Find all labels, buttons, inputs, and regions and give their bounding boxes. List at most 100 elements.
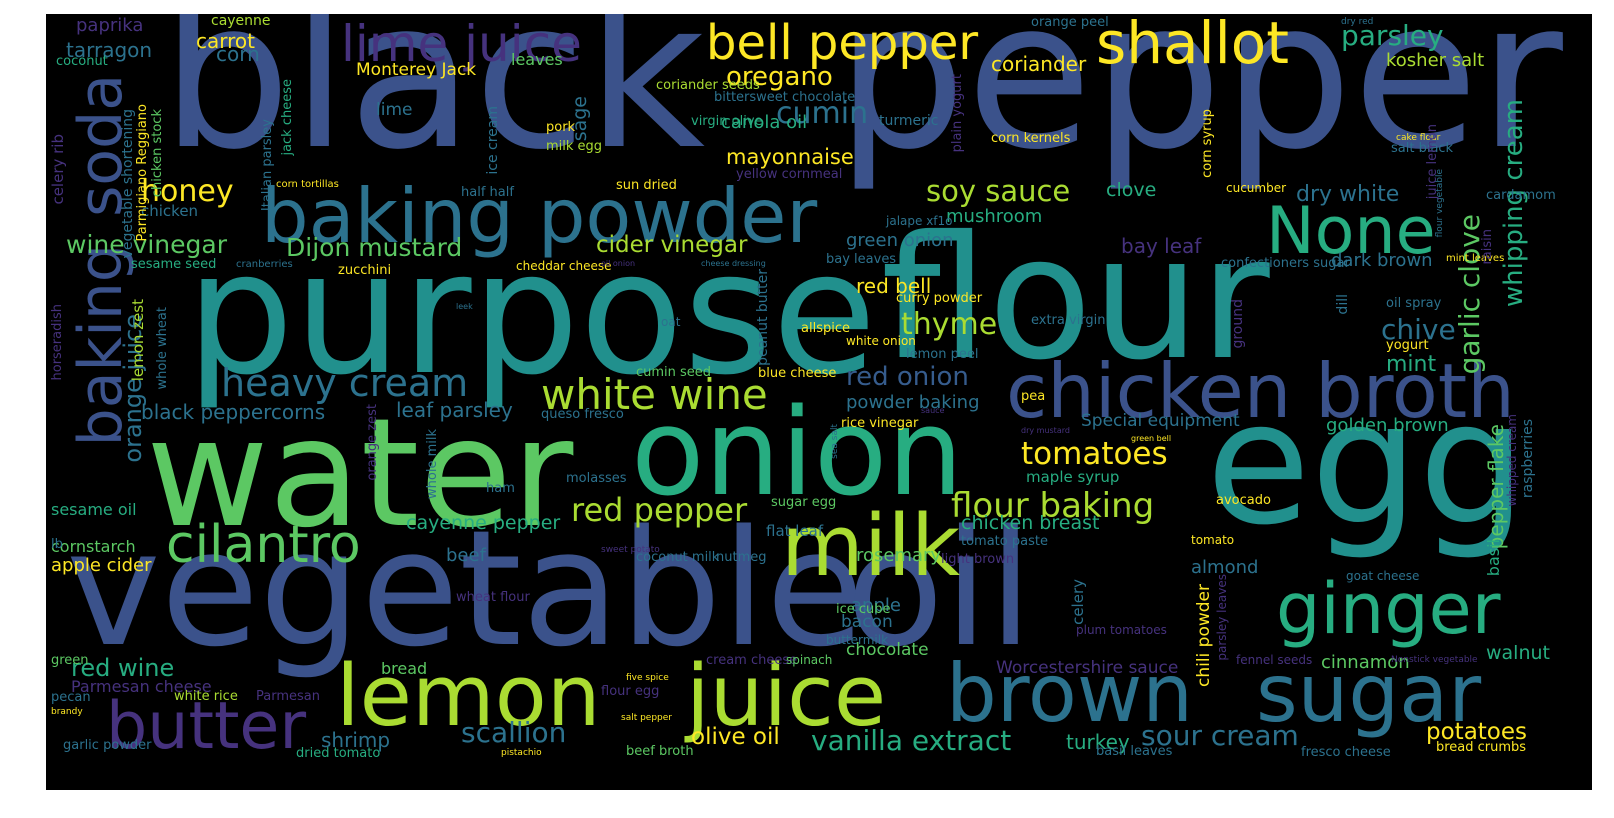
- word-cloud-word: celery rib: [49, 134, 67, 205]
- word-cloud-word: celery: [1069, 579, 1087, 625]
- word-cloud-word: spinach: [786, 653, 833, 667]
- word-cloud-word: white rice: [174, 689, 238, 704]
- word-cloud-word: Monterey Jack: [356, 60, 477, 80]
- word-cloud-word: rice vinegar: [841, 416, 919, 431]
- word-cloud-word: leaves: [511, 50, 563, 69]
- word-cloud-word: cayenne: [211, 14, 271, 29]
- word-cloud-word: maple syrup: [1026, 468, 1120, 486]
- word-cloud-word: cake flour: [1396, 133, 1441, 143]
- word-cloud-word: chili powder: [1194, 584, 1214, 688]
- word-cloud-word: nutmeg: [716, 550, 767, 565]
- word-cloud-word: turmeric: [879, 113, 939, 129]
- word-cloud-word: shallot: [1096, 14, 1289, 77]
- word-cloud-word: sesame oil: [51, 500, 137, 519]
- word-cloud-word: sesame seed: [131, 257, 217, 272]
- word-cloud-word: pepper: [836, 14, 1563, 195]
- word-cloud-word: sugar: [1256, 647, 1482, 740]
- word-cloud-word: Nonstick vegetable: [1391, 655, 1478, 665]
- word-cloud-word: mint: [1386, 352, 1437, 377]
- word-cloud-word: cucumber: [1226, 181, 1287, 195]
- word-cloud-word: avocado: [1216, 493, 1271, 508]
- word-cloud-word: Dijon mustard: [286, 233, 463, 262]
- word-cloud-word: carrot: [196, 29, 255, 53]
- word-cloud-word: leek: [456, 302, 473, 311]
- word-cloud-word: wine vinegar: [66, 230, 227, 259]
- word-cloud-word: fennel seeds: [1236, 653, 1313, 667]
- word-cloud-word: ginger: [1276, 568, 1501, 650]
- word-cloud-word: salt pepper: [621, 713, 673, 723]
- word-cloud-word: cream cheese: [706, 653, 798, 668]
- word-cloud-word: sauce: [921, 406, 945, 415]
- word-cloud-word: confectioners sugar: [1221, 256, 1350, 271]
- word-cloud-word: whipping cream: [1499, 99, 1529, 308]
- word-cloud-word: chicken: [141, 202, 199, 220]
- word-cloud-word: juice lemon: [1425, 124, 1440, 200]
- word-cloud-word: basil leaves: [1096, 744, 1173, 759]
- word-cloud-word: wheat flour: [456, 590, 530, 605]
- word-cloud-word: extra virgin: [1031, 313, 1106, 328]
- word-cloud-word: coconut milk: [636, 550, 720, 565]
- word-cloud-word: corn syrup: [1200, 109, 1215, 178]
- word-cloud-word: blue cheese: [758, 366, 837, 381]
- word-cloud-word: powder baking: [846, 392, 980, 413]
- word-cloud-word: dry mustard: [1021, 426, 1070, 435]
- word-cloud-word: white wine: [541, 370, 768, 419]
- word-cloud-word: curry powder: [896, 291, 983, 306]
- word-cloud-word: None: [1266, 194, 1436, 269]
- word-cloud-word: pork: [546, 120, 576, 135]
- word-cloud-word: mushroom: [946, 206, 1043, 227]
- word-cloud-word: milk: [781, 497, 961, 596]
- word-cloud-word: tomato: [1191, 533, 1235, 547]
- word-cloud-word: cranberries: [236, 259, 293, 270]
- word-cloud-word: queso fresco: [541, 407, 624, 422]
- word-cloud-word: oregano: [726, 62, 833, 92]
- word-cloud-word: orange peel: [1031, 15, 1109, 30]
- word-cloud-word: egg: [1206, 365, 1527, 563]
- word-cloud-word: red wine: [71, 654, 175, 682]
- word-cloud-word: bay leaf: [1121, 234, 1202, 258]
- word-cloud-word: rosemary: [856, 545, 942, 566]
- word-cloud-word: white onion: [846, 334, 916, 348]
- word-cloud-word: Worcestershire sauce: [996, 658, 1179, 678]
- word-cloud-word: chicken stock: [150, 109, 165, 198]
- word-cloud-word: yellow cornmeal: [736, 167, 843, 182]
- word-cloud-word: plum tomatoes: [1076, 623, 1167, 637]
- word-cloud-word: molasses: [566, 471, 627, 486]
- word-cloud-word: ice cube: [836, 602, 891, 617]
- word-cloud-word: raspberries: [1520, 419, 1536, 499]
- word-cloud-word: coriander seeds: [656, 78, 760, 93]
- word-cloud-word: cilantro: [166, 515, 361, 575]
- word-cloud-word: paprika: [76, 15, 144, 36]
- word-cloud-word: sweet potato: [601, 545, 660, 555]
- word-cloud-word: water: [146, 387, 574, 561]
- word-cloud-word: parsley leaves: [1215, 574, 1229, 661]
- word-cloud-word: soy sauce: [926, 174, 1071, 208]
- word-cloud-word: green bell: [1131, 434, 1172, 443]
- word-cloud-word: yogurt: [1386, 338, 1429, 353]
- word-cloud-word: lb: [51, 537, 63, 552]
- word-cloud-word: sea salt: [830, 424, 840, 459]
- word-cloud-word: five spice: [626, 673, 669, 683]
- word-cloud: black pepper purpose flour water onion egg vege…: [46, 14, 1592, 790]
- word-cloud-word: walnut: [1486, 642, 1550, 664]
- word-cloud-word: half half: [461, 185, 514, 200]
- word-cloud-word: corn: [216, 42, 260, 66]
- word-cloud-word: flour: [881, 200, 1270, 398]
- word-cloud-word: dill: [1335, 294, 1351, 315]
- word-cloud-word: whole milk: [425, 429, 440, 499]
- word-cloud-word: cinnamon: [1321, 652, 1410, 673]
- word-cloud-word: bell pepper: [706, 15, 979, 71]
- word-cloud-word: tomatoes: [1021, 436, 1168, 472]
- word-cloud-word: salt black: [1391, 141, 1454, 156]
- word-cloud-word: chive: [1381, 313, 1456, 346]
- word-cloud-word: fresco cheese: [1301, 745, 1391, 760]
- word-cloud-word: cumin seed: [636, 365, 712, 380]
- word-cloud-word: black: [161, 14, 706, 195]
- word-cloud-word: leaf parsley: [396, 398, 513, 422]
- word-cloud-word: cardamom: [1486, 188, 1556, 203]
- word-cloud-word: clove: [1106, 179, 1157, 201]
- word-cloud-word: peanut butter: [755, 269, 771, 366]
- word-cloud-word: chocolate: [846, 640, 929, 660]
- word-cloud-word: beef broth: [626, 744, 694, 759]
- word-cloud-word: apple cider: [51, 555, 152, 576]
